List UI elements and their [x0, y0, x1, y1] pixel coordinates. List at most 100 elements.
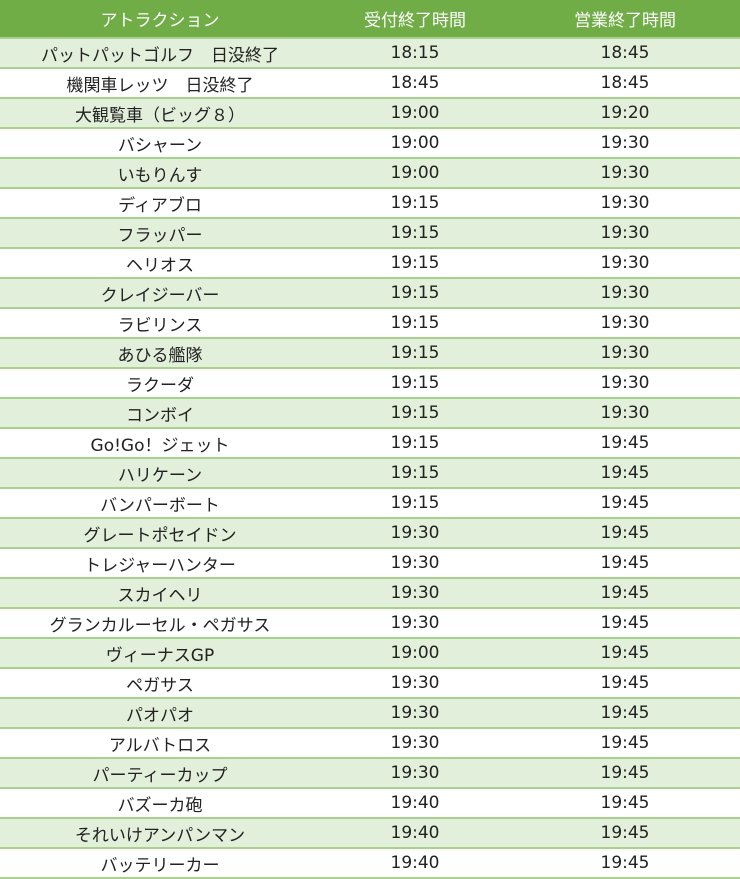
attraction-name: グランカルーセル・ペガサス: [0, 608, 320, 639]
operation-end-time: 18:45: [510, 38, 740, 69]
operation-end-time: 19:30: [510, 188, 740, 219]
attraction-name: ペガサス: [0, 668, 320, 699]
operation-end-time: 19:45: [510, 818, 740, 849]
table-row: ヘリオス 19:15 19:30: [0, 248, 740, 279]
table-row: 大観覧車（ビッグ８） 19:00 19:20: [0, 98, 740, 129]
attraction-name: ヘリオス: [0, 248, 320, 279]
reception-end-time: 19:40: [320, 818, 510, 849]
operation-end-time: 19:45: [510, 758, 740, 789]
reception-end-time: 19:30: [320, 728, 510, 759]
reception-end-time: 19:15: [320, 218, 510, 249]
operation-end-time: 19:45: [510, 578, 740, 609]
attraction-name: ラビリンス: [0, 308, 320, 339]
operation-end-time: 19:45: [510, 848, 740, 879]
table-row: パオパオ 19:30 19:45: [0, 698, 740, 729]
attraction-name: アルバトロス: [0, 728, 320, 759]
table-row: トレジャーハンター 19:30 19:45: [0, 548, 740, 579]
table-row: ハリケーン 19:15 19:45: [0, 458, 740, 489]
attraction-name: 機関車レッツ 日没終了: [0, 68, 320, 99]
attraction-name: コンボイ: [0, 398, 320, 429]
reception-end-time: 19:15: [320, 248, 510, 279]
operation-end-time: 19:30: [510, 158, 740, 189]
attraction-name: バシャーン: [0, 128, 320, 159]
attraction-name: ハリケーン: [0, 458, 320, 489]
operation-end-time: 19:45: [510, 488, 740, 519]
operation-end-time: 19:45: [510, 698, 740, 729]
operation-end-time: 19:30: [510, 308, 740, 339]
attraction-name: パットパットゴルフ 日没終了: [0, 38, 320, 69]
reception-end-time: 19:15: [320, 188, 510, 219]
reception-end-time: 19:15: [320, 488, 510, 519]
attraction-name: 大観覧車（ビッグ８）: [0, 98, 320, 129]
table-row: バッテリーカー 19:40 19:45: [0, 848, 740, 879]
attraction-name: ディアブロ: [0, 188, 320, 219]
attraction-name: スカイヘリ: [0, 578, 320, 609]
reception-end-time: 19:30: [320, 608, 510, 639]
attraction-name: バズーカ砲: [0, 788, 320, 819]
header-row: アトラクション 受付終了時間 営業終了時間: [0, 0, 740, 39]
reception-end-time: 19:30: [320, 758, 510, 789]
operation-end-time: 19:45: [510, 728, 740, 759]
attraction-name: ラクーダ: [0, 368, 320, 399]
reception-end-time: 19:15: [320, 428, 510, 459]
reception-end-time: 19:00: [320, 128, 510, 159]
operation-end-time: 19:45: [510, 458, 740, 489]
operation-end-time: 19:30: [510, 278, 740, 309]
reception-end-time: 19:30: [320, 698, 510, 729]
table-row: あひる艦隊 19:15 19:30: [0, 338, 740, 369]
table-row: いもりんす 19:00 19:30: [0, 158, 740, 189]
table-row: 機関車レッツ 日没終了 18:45 18:45: [0, 68, 740, 99]
table-row: パットパットゴルフ 日没終了 18:15 18:45: [0, 38, 740, 69]
table-row: バズーカ砲 19:40 19:45: [0, 788, 740, 819]
attraction-name: クレイジーバー: [0, 278, 320, 309]
reception-end-time: 19:15: [320, 398, 510, 429]
reception-end-time: 19:30: [320, 548, 510, 579]
operation-end-time: 19:45: [510, 788, 740, 819]
attraction-name: いもりんす: [0, 158, 320, 189]
operation-end-time: 19:20: [510, 98, 740, 129]
table-row: ラビリンス 19:15 19:30: [0, 308, 740, 339]
reception-end-time: 19:00: [320, 98, 510, 129]
operation-end-time: 19:45: [510, 668, 740, 699]
table-row: スカイヘリ 19:30 19:45: [0, 578, 740, 609]
attraction-name: グレートポセイドン: [0, 518, 320, 549]
operation-end-time: 19:45: [510, 638, 740, 669]
table-row: Go!Go！ジェット 19:15 19:45: [0, 428, 740, 459]
reception-end-time: 18:15: [320, 38, 510, 69]
attraction-name: それいけアンパンマン: [0, 818, 320, 849]
table-row: パーティーカップ 19:30 19:45: [0, 758, 740, 789]
operation-end-time: 19:30: [510, 398, 740, 429]
reception-end-time: 19:40: [320, 788, 510, 819]
operation-end-time: 19:30: [510, 248, 740, 279]
reception-end-time: 19:30: [320, 668, 510, 699]
table-row: それいけアンパンマン 19:40 19:45: [0, 818, 740, 849]
table-row: グレートポセイドン 19:30 19:45: [0, 518, 740, 549]
header-operation-end: 営業終了時間: [510, 0, 740, 39]
table-row: フラッパー 19:15 19:30: [0, 218, 740, 249]
operation-end-time: 19:30: [510, 368, 740, 399]
reception-end-time: 19:40: [320, 848, 510, 879]
operation-end-time: 19:45: [510, 548, 740, 579]
reception-end-time: 19:15: [320, 308, 510, 339]
reception-end-time: 19:30: [320, 518, 510, 549]
attraction-name: トレジャーハンター: [0, 548, 320, 579]
reception-end-time: 18:45: [320, 68, 510, 99]
table-row: ディアブロ 19:15 19:30: [0, 188, 740, 219]
table-row: バンパーボート 19:15 19:45: [0, 488, 740, 519]
reception-end-time: 19:30: [320, 578, 510, 609]
reception-end-time: 19:00: [320, 638, 510, 669]
attraction-name: フラッパー: [0, 218, 320, 249]
reception-end-time: 19:15: [320, 278, 510, 309]
reception-end-time: 19:00: [320, 158, 510, 189]
reception-end-time: 19:15: [320, 458, 510, 489]
attraction-name: バッテリーカー: [0, 848, 320, 879]
attraction-name: Go!Go！ジェット: [0, 428, 320, 459]
operation-end-time: 18:45: [510, 68, 740, 99]
attraction-name: バンパーボート: [0, 488, 320, 519]
table-row: グランカルーセル・ペガサス 19:30 19:45: [0, 608, 740, 639]
operation-end-time: 19:30: [510, 338, 740, 369]
header-attraction: アトラクション: [0, 0, 320, 39]
attraction-name: パオパオ: [0, 698, 320, 729]
table-row: ヴィーナスGP 19:00 19:45: [0, 638, 740, 669]
table-row: ラクーダ 19:15 19:30: [0, 368, 740, 399]
